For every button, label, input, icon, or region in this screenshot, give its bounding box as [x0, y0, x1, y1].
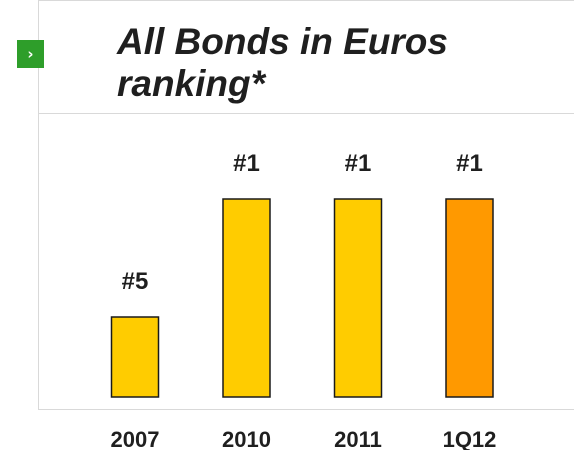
title-divider	[38, 113, 574, 114]
chevron-right-icon: ›	[17, 40, 44, 68]
bar-2011	[333, 198, 383, 398]
bars-group	[110, 198, 494, 398]
bar-2007	[110, 316, 160, 398]
x-tick-label-2007: 2007	[111, 427, 160, 450]
data-labels-group: #5 #1 #1 #1	[122, 150, 483, 295]
data-label-2010: #1	[233, 150, 260, 177]
bar-2010	[222, 198, 271, 398]
x-tick-labels-group: 2007 2010 2011 1Q12	[111, 427, 497, 450]
x-tick-label-1Q12: 1Q12	[443, 427, 497, 450]
chart-title: All Bonds in Euros ranking*	[117, 21, 448, 104]
data-label-2011: #1	[345, 150, 372, 177]
x-tick-label-2011: 2011	[334, 427, 382, 450]
x-tick-label-2010: 2010	[222, 427, 271, 450]
data-label-2007: #5	[122, 268, 149, 295]
data-label-1Q12: #1	[456, 150, 483, 177]
panel-border	[38, 0, 574, 410]
bar-1Q12	[445, 198, 494, 398]
